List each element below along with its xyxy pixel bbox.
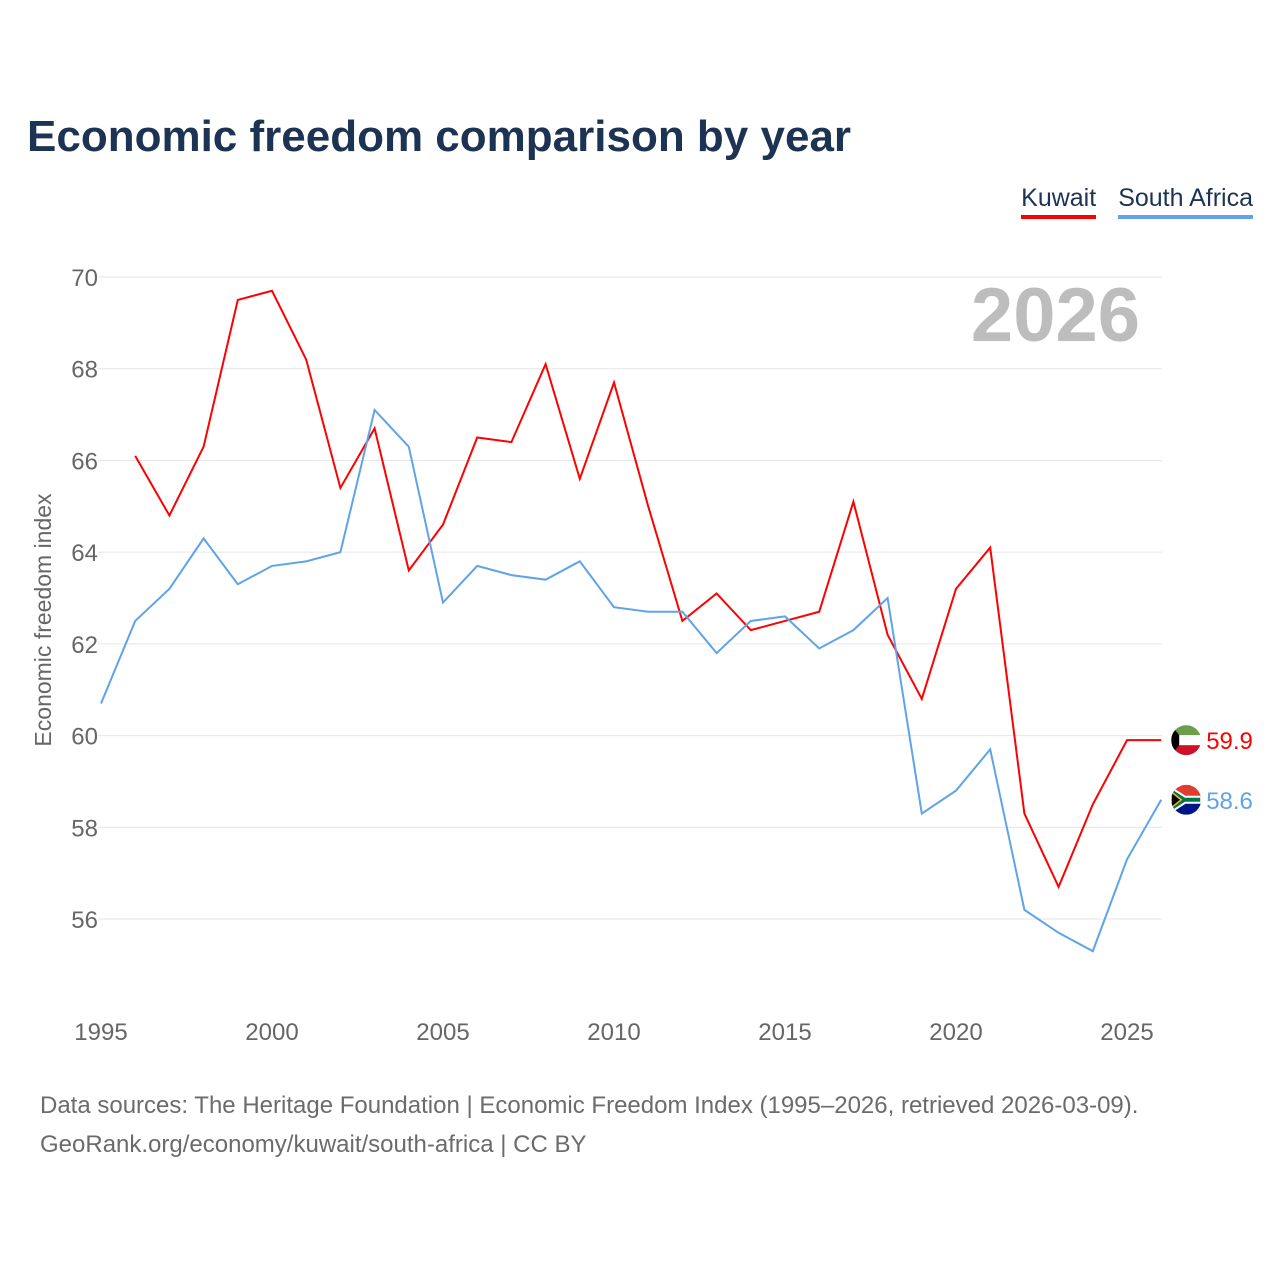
x-tick-label: 2000: [245, 1019, 298, 1046]
y-tick-label: 56: [71, 907, 98, 934]
x-tick-label: 2020: [929, 1019, 982, 1046]
x-tick-label: 2015: [758, 1019, 811, 1046]
y-tick-label: 68: [71, 357, 98, 384]
y-tick-label: 70: [71, 265, 98, 292]
south-africa-flag-icon: [1171, 784, 1202, 815]
y-tick-label: 66: [71, 448, 98, 475]
y-tick-label: 64: [71, 540, 98, 567]
legend-item-south-africa[interactable]: South Africa: [1118, 184, 1253, 219]
footer: Data sources: The Heritage Foundation | …: [40, 1086, 1138, 1164]
series-line-south-africa: [100, 407, 1163, 953]
footer-link[interactable]: GeoRank.org/economy/kuwait/south-africa …: [40, 1131, 587, 1158]
y-axis-label: Economic freedom index: [30, 493, 56, 747]
year-watermark: 2026: [971, 273, 1140, 358]
end-value-label: 58.6: [1206, 788, 1253, 815]
x-tick-label: 2010: [587, 1019, 640, 1046]
series-line-kuwait: [134, 289, 1162, 890]
legend: Kuwait South Africa: [1021, 184, 1253, 219]
x-tick-label: 2025: [1100, 1019, 1153, 1046]
y-tick-label: 62: [71, 632, 98, 659]
x-tick-label: 2005: [416, 1019, 469, 1046]
y-tick-label: 58: [71, 815, 98, 842]
footer-sources: Data sources: The Heritage Foundation | …: [40, 1092, 1139, 1119]
kuwait-flag-icon: [1171, 725, 1202, 756]
y-tick-label: 60: [71, 724, 98, 751]
legend-item-kuwait[interactable]: Kuwait: [1021, 184, 1097, 219]
end-value-label: 59.9: [1206, 728, 1253, 755]
chart-title: Economic freedom comparison by year: [27, 112, 852, 161]
x-tick-label: 1995: [74, 1019, 127, 1046]
